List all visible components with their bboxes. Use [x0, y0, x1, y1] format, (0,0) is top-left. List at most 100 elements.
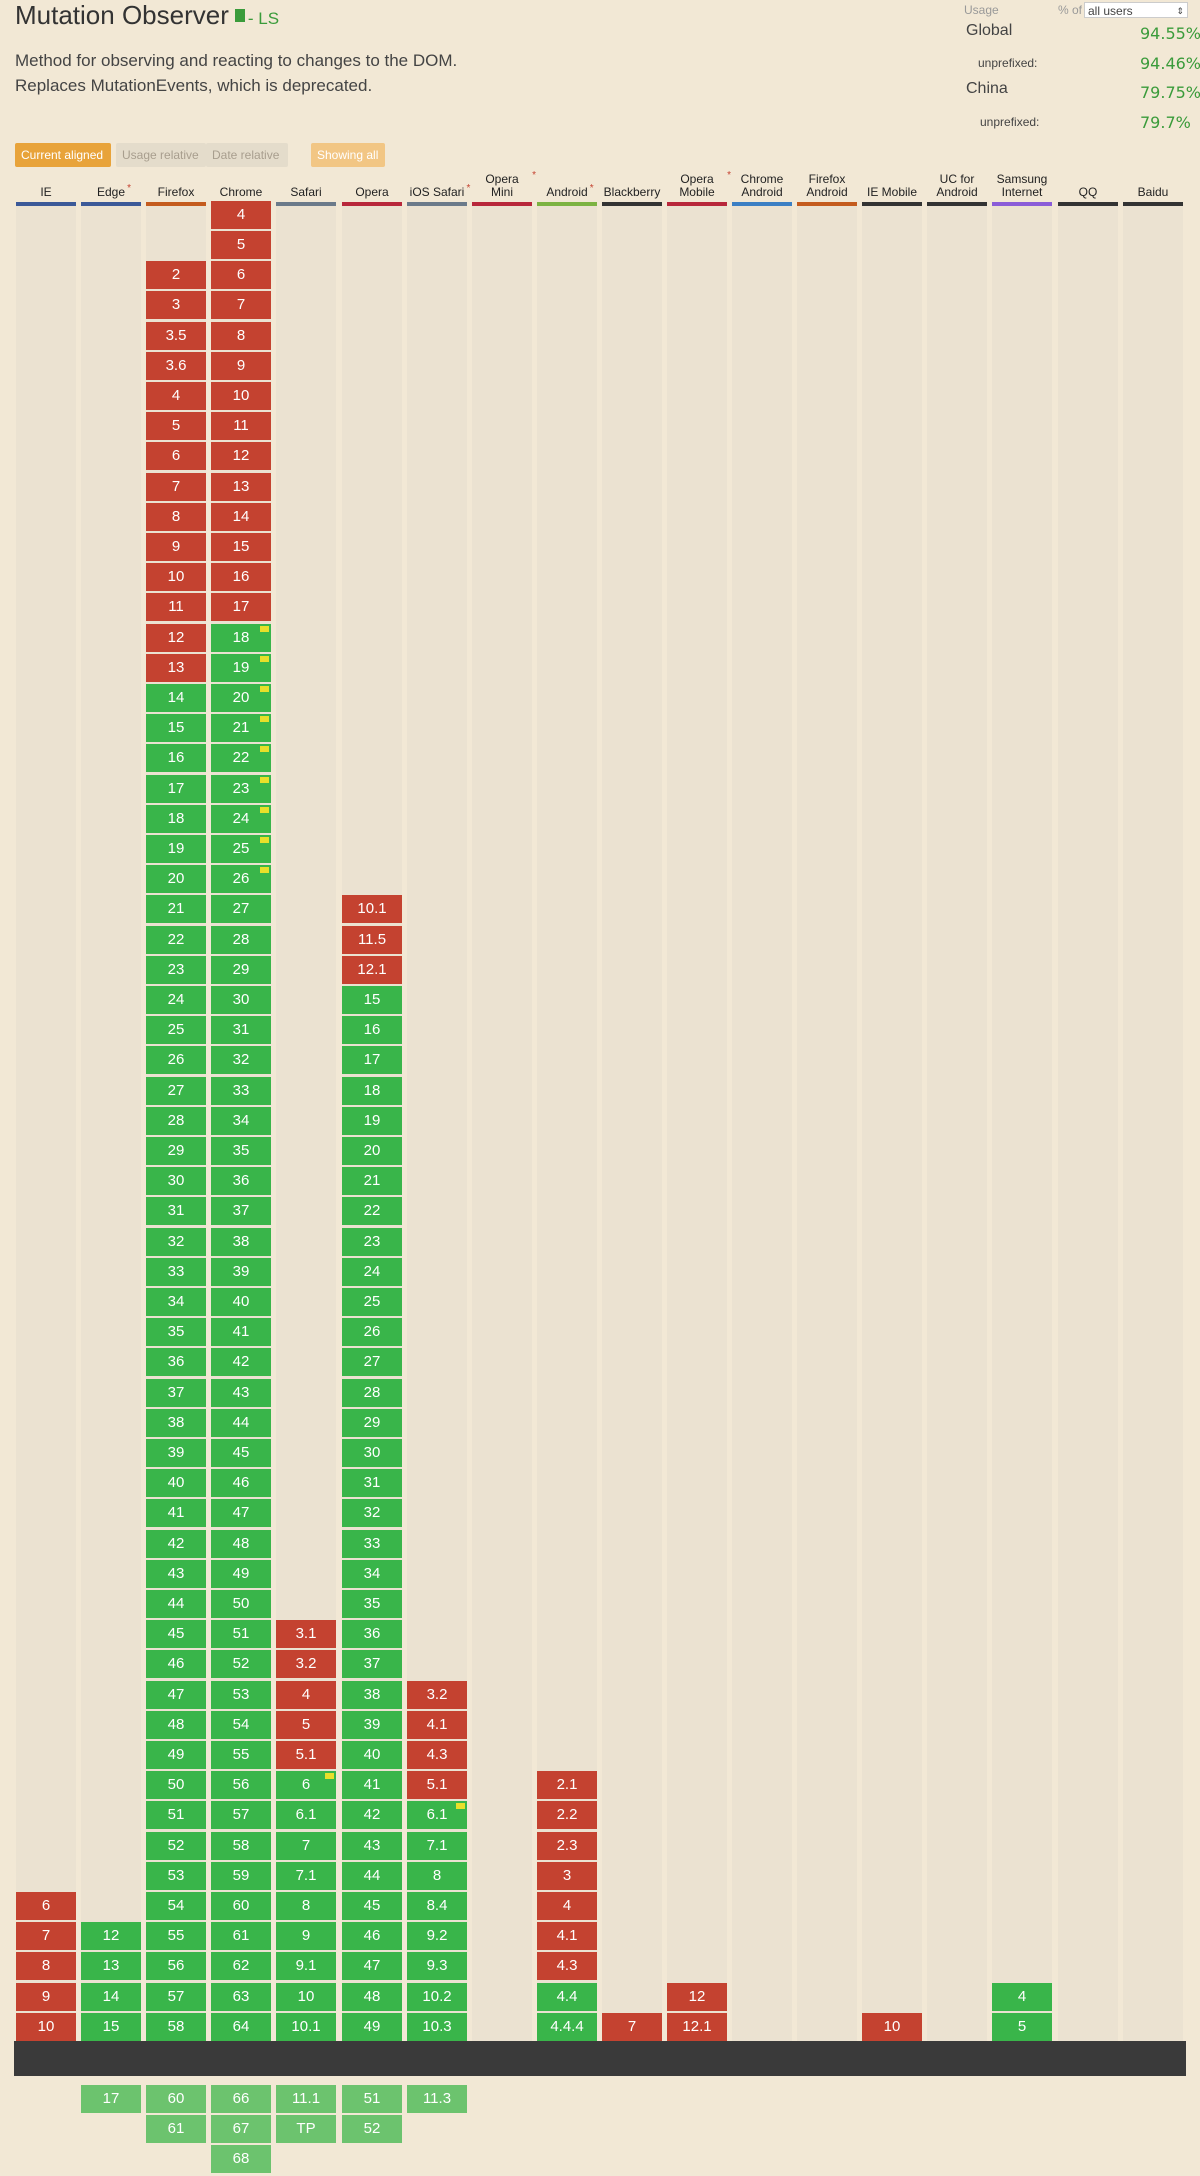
version-cell[interactable]: 48	[342, 1983, 402, 2011]
version-cell[interactable]: 19	[211, 654, 271, 682]
version-cell[interactable]: 47	[211, 1499, 271, 1527]
version-cell[interactable]: 41	[211, 1318, 271, 1346]
version-cell[interactable]: 50	[146, 1771, 206, 1799]
version-cell[interactable]: 33	[211, 1077, 271, 1105]
version-cell[interactable]: 12	[211, 442, 271, 470]
version-cell[interactable]: 3.5	[146, 322, 206, 350]
version-cell[interactable]: 37	[211, 1197, 271, 1225]
version-cell[interactable]: 12	[146, 624, 206, 652]
spec-status-link[interactable]: - LS	[247, 9, 280, 28]
version-cell[interactable]: 7	[211, 291, 271, 319]
browser-header-android[interactable]: Android *	[537, 176, 597, 206]
browser-header-opera-mini[interactable]: Opera Mini *	[472, 170, 536, 206]
version-cell[interactable]: 20	[342, 1137, 402, 1165]
version-cell[interactable]: 13	[146, 654, 206, 682]
version-cell[interactable]: 39	[342, 1711, 402, 1739]
version-cell[interactable]: 16	[211, 563, 271, 591]
version-cell[interactable]: 11.3	[407, 2085, 467, 2113]
version-cell[interactable]: 9	[146, 533, 206, 561]
version-cell[interactable]: 53	[211, 1681, 271, 1709]
version-cell[interactable]: 2.3	[537, 1832, 597, 1860]
version-cell[interactable]: 23	[146, 956, 206, 984]
version-cell[interactable]: 11	[146, 593, 206, 621]
version-cell[interactable]: 14	[211, 503, 271, 531]
version-cell[interactable]: 6	[16, 1892, 76, 1920]
version-cell[interactable]: 4.1	[537, 1922, 597, 1950]
version-cell[interactable]: 9.2	[407, 1922, 467, 1950]
version-cell[interactable]: 18	[342, 1077, 402, 1105]
version-cell[interactable]: 24	[211, 805, 271, 833]
version-cell[interactable]: 56	[211, 1771, 271, 1799]
version-cell[interactable]: 45	[342, 1892, 402, 1920]
version-cell[interactable]: 40	[342, 1741, 402, 1769]
version-cell[interactable]: 21	[211, 714, 271, 742]
version-cell[interactable]: 46	[342, 1922, 402, 1950]
browser-header-uc-for-android[interactable]: UC for Android	[927, 173, 987, 206]
version-cell[interactable]: 30	[342, 1439, 402, 1467]
version-cell[interactable]: TP	[276, 2115, 336, 2143]
version-cell[interactable]: 3.2	[407, 1681, 467, 1709]
version-cell[interactable]: 3.6	[146, 352, 206, 380]
version-cell[interactable]: 67	[211, 2115, 271, 2143]
version-cell[interactable]: 27	[342, 1348, 402, 1376]
version-cell[interactable]: 2	[146, 261, 206, 289]
version-cell[interactable]: 42	[146, 1530, 206, 1558]
version-cell[interactable]: 12	[667, 1983, 727, 2011]
version-cell[interactable]: 18	[146, 805, 206, 833]
version-cell[interactable]: 17	[342, 1046, 402, 1074]
version-cell[interactable]: 8	[276, 1892, 336, 1920]
version-cell[interactable]: 26	[211, 865, 271, 893]
version-cell[interactable]: 8	[407, 1862, 467, 1890]
version-cell[interactable]: 4	[146, 382, 206, 410]
version-cell[interactable]: 22	[342, 1197, 402, 1225]
version-cell[interactable]: 57	[146, 1983, 206, 2011]
version-cell[interactable]: 7.1	[276, 1862, 336, 1890]
version-cell[interactable]: 60	[211, 1892, 271, 1920]
version-cell[interactable]: 17	[146, 775, 206, 803]
version-cell[interactable]: 6	[211, 261, 271, 289]
version-cell[interactable]: 5	[211, 231, 271, 259]
version-cell[interactable]: 41	[146, 1499, 206, 1527]
version-cell[interactable]: 68	[211, 2145, 271, 2173]
version-cell[interactable]: 58	[211, 1832, 271, 1860]
version-cell[interactable]: 44	[211, 1409, 271, 1437]
browser-header-safari[interactable]: Safari	[276, 176, 336, 206]
version-cell[interactable]: 51	[146, 1801, 206, 1829]
version-cell[interactable]: 46	[146, 1650, 206, 1678]
version-cell[interactable]: 9	[211, 352, 271, 380]
version-cell[interactable]: 35	[342, 1590, 402, 1618]
browser-header-baidu[interactable]: Baidu	[1123, 176, 1183, 206]
version-cell[interactable]: 64	[211, 2013, 271, 2041]
version-cell[interactable]: 15	[146, 714, 206, 742]
version-cell[interactable]: 26	[342, 1318, 402, 1346]
users-select[interactable]: all users ⇕	[1084, 2, 1188, 18]
version-cell[interactable]: 43	[146, 1560, 206, 1588]
version-cell[interactable]: 4	[211, 201, 271, 229]
version-cell[interactable]: 33	[342, 1530, 402, 1558]
version-cell[interactable]: 5.1	[407, 1771, 467, 1799]
version-cell[interactable]: 37	[146, 1379, 206, 1407]
version-cell[interactable]: 24	[146, 986, 206, 1014]
version-cell[interactable]: 25	[211, 835, 271, 863]
version-cell[interactable]: 6	[276, 1771, 336, 1799]
version-cell[interactable]: 16	[342, 1016, 402, 1044]
version-cell[interactable]: 27	[211, 895, 271, 923]
version-cell[interactable]: 51	[342, 2085, 402, 2113]
version-cell[interactable]: 34	[211, 1107, 271, 1135]
version-cell[interactable]: 15	[211, 533, 271, 561]
version-cell[interactable]: 52	[146, 1832, 206, 1860]
version-cell[interactable]: 6	[146, 442, 206, 470]
version-cell[interactable]: 47	[342, 1952, 402, 1980]
version-cell[interactable]: 34	[342, 1560, 402, 1588]
version-cell[interactable]: 9	[276, 1922, 336, 1950]
version-cell[interactable]: 29	[342, 1409, 402, 1437]
version-cell[interactable]: 7	[602, 2013, 662, 2041]
version-cell[interactable]: 3.2	[276, 1650, 336, 1678]
version-cell[interactable]: 32	[342, 1499, 402, 1527]
version-cell[interactable]: 38	[342, 1681, 402, 1709]
version-cell[interactable]: 42	[211, 1348, 271, 1376]
version-cell[interactable]: 20	[211, 684, 271, 712]
version-cell[interactable]: 49	[342, 2013, 402, 2041]
version-cell[interactable]: 16	[146, 744, 206, 772]
version-cell[interactable]: 32	[146, 1228, 206, 1256]
